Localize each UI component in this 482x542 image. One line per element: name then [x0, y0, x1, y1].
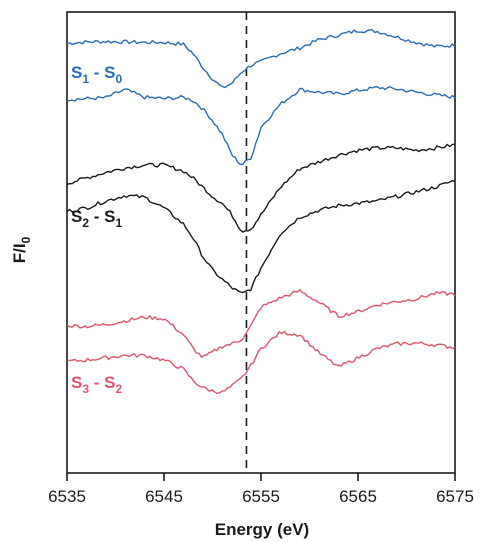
x-axis-ticks: 6535 6545 6555 6565 6575 [48, 473, 474, 506]
series-1-curve-0 [66, 143, 456, 233]
series-label-s1-s0: S1 - S0 [71, 63, 122, 86]
series-0-curve-0 [66, 29, 456, 89]
series-1-curve-1 [66, 179, 456, 294]
plot-frame [66, 11, 456, 474]
curves-group [66, 29, 456, 395]
series-label-s2-s1: S2 - S1 [71, 207, 122, 230]
series-0-curve-1 [66, 86, 456, 166]
series-label-s3-s2: S3 - S2 [71, 373, 122, 396]
series-2-curve-1 [66, 330, 456, 395]
x-tick-label: 6575 [436, 487, 474, 506]
x-tick-label: 6565 [339, 487, 377, 506]
x-axis-title: Energy (eV) [215, 520, 309, 539]
y-axis-title: F/I0 [10, 236, 33, 263]
x-tick-label: 6535 [48, 487, 86, 506]
series-2-curve-0 [66, 289, 456, 358]
x-tick-label: 6545 [145, 487, 183, 506]
x-tick-label: 6555 [242, 487, 280, 506]
